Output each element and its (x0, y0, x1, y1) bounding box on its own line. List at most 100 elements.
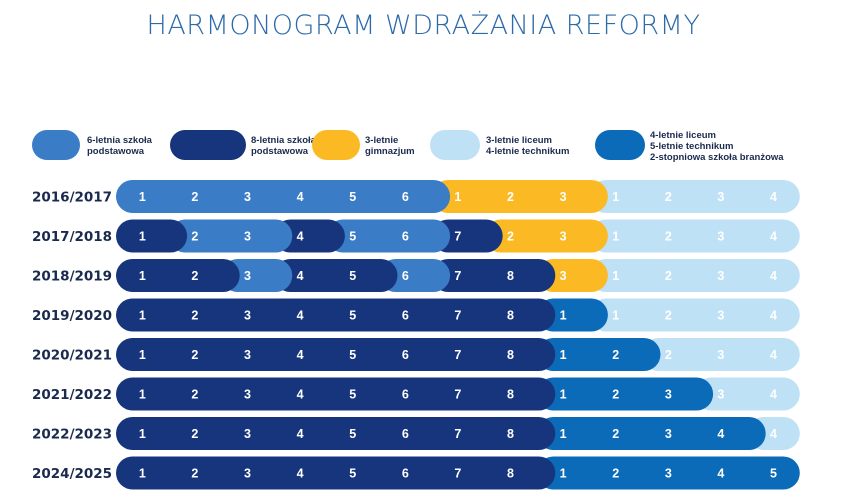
legend-swatch (595, 130, 645, 160)
cell-value: 5 (349, 230, 356, 244)
cell-value: 4 (770, 190, 777, 204)
cell-value: 3 (717, 190, 724, 204)
cell-value: 3 (717, 230, 724, 244)
cell-value: 3 (244, 309, 251, 323)
cell-value: 4 (297, 190, 304, 204)
cell-value: 2 (191, 467, 198, 481)
page-title: HARMONOGRAM WDRAŻANIA REFORMY (146, 10, 701, 41)
cell-value: 4 (297, 348, 304, 362)
cell-value: 3 (717, 309, 724, 323)
cell-value: 6 (402, 230, 409, 244)
cell-value: 7 (454, 467, 461, 481)
table-row: 2017/2018 1 2 3 4 5 6 7 2 3 1 2 3 4 (32, 219, 800, 253)
segment-new_hs (536, 338, 661, 371)
cell-value: 1 (139, 190, 146, 204)
table-row: 2018/2019 1 2 3 4 5 6 7 8 3 1 2 3 4 (32, 259, 800, 292)
cell-value: 1 (139, 388, 146, 402)
row-year-label: 2016/2017 (32, 190, 112, 206)
legend-label: 8-letnia szkoła podstawowa (251, 126, 316, 166)
segment-sp6 (221, 259, 293, 292)
cell-value: 3 (244, 348, 251, 362)
table-row: 2020/2021 1 2 3 4 5 6 7 8 1 2 2 3 4 (32, 338, 800, 371)
cell-value: 3 (560, 269, 567, 283)
cell-value: 6 (402, 388, 409, 402)
cell-value: 5 (770, 467, 777, 481)
legend-label: 3-letnie gimnazjum (365, 126, 415, 166)
table-row: 2024/2025 1 2 3 4 5 6 7 8 1 2 3 4 5 (32, 456, 800, 490)
segment-sp8 (273, 219, 345, 253)
row-year-label: 2024/2025 (32, 466, 112, 482)
cell-value: 2 (191, 269, 198, 283)
cell-value: 2 (507, 230, 514, 244)
cell-value: 4 (297, 269, 304, 283)
cell-value: 2 (191, 348, 198, 362)
cell-value: 6 (402, 309, 409, 323)
segment-old_hs (589, 180, 800, 213)
cell-value: 7 (454, 230, 461, 244)
cell-value: 6 (402, 269, 409, 283)
segment-gim (536, 259, 608, 292)
cell-value: 3 (560, 230, 567, 244)
cell-value: 2 (612, 388, 619, 402)
cell-value: 8 (507, 388, 514, 402)
cell-value: 3 (665, 388, 672, 402)
row-year-label: 2020/2021 (32, 348, 112, 364)
segment-sp8 (273, 259, 398, 292)
segment-sp8 (116, 259, 240, 292)
cell-value: 1 (612, 230, 619, 244)
cell-value: 2 (191, 309, 198, 323)
row-year-label: 2019/2020 (32, 308, 112, 324)
legend-label-line: gimnazjum (365, 146, 415, 157)
cell-value: 5 (349, 348, 356, 362)
legend-label-line: 8-letnia szkoła (251, 135, 316, 146)
legend-label: 4-letnie liceum 5-letnie technikum 2-stopn… (650, 126, 784, 166)
cell-value: 4 (297, 467, 304, 481)
cell-value: 2 (665, 348, 672, 362)
cell-value: 2 (665, 190, 672, 204)
cell-value: 1 (560, 467, 567, 481)
cell-value: 1 (139, 269, 146, 283)
legend-label: 3-letnie liceum 4-letnie technikum (486, 126, 569, 166)
segment-sp6 (168, 219, 293, 253)
segment-new_hs (536, 417, 766, 450)
cell-value: 2 (665, 309, 672, 323)
legend-label-line: podstawowa (251, 146, 309, 157)
cell-value: 3 (244, 467, 251, 481)
cell-value: 5 (349, 309, 356, 323)
row-year-label: 2018/2019 (32, 269, 112, 285)
cell-value: 8 (507, 427, 514, 441)
segment-old_hs (694, 377, 800, 411)
cell-value: 6 (402, 348, 409, 362)
legend-label: 6-letnia szkoła podstawowa (87, 126, 152, 166)
table-row: 2019/2020 1 2 3 4 5 6 7 8 1 1 2 3 4 (32, 298, 800, 332)
cell-value: 3 (244, 230, 251, 244)
cell-value: 4 (297, 309, 304, 323)
segment-old_hs (589, 298, 800, 332)
cell-value: 3 (717, 388, 724, 402)
legend-label-line: 5-letnie technikum (650, 140, 734, 152)
cell-value: 6 (402, 190, 409, 204)
segment-sp6 (326, 219, 451, 253)
cell-value: 2 (191, 230, 198, 244)
cell-value: 6 (402, 427, 409, 441)
segment-old_hs (642, 338, 800, 371)
cell-value: 1 (560, 348, 567, 362)
cell-value: 4 (297, 427, 304, 441)
cell-value: 5 (349, 427, 356, 441)
table-row: 2016/2017 1 2 3 4 5 6 1 2 3 1 2 3 4 (32, 180, 800, 213)
cell-value: 5 (349, 190, 356, 204)
cell-value: 7 (454, 388, 461, 402)
cell-value: 7 (454, 269, 461, 283)
legend-label-line: 2-stopniowa szkoła branżowa (650, 151, 784, 163)
segment-sp6 (379, 259, 451, 292)
cell-value: 4 (717, 427, 724, 441)
cell-value: 4 (717, 467, 724, 481)
cell-value: 3 (665, 427, 672, 441)
cell-value: 4 (770, 388, 777, 402)
cell-value: 2 (191, 190, 198, 204)
segment-old_hs (589, 259, 800, 292)
cell-value: 2 (507, 190, 514, 204)
cell-value: 3 (717, 269, 724, 283)
segment-sp8 (116, 456, 556, 490)
